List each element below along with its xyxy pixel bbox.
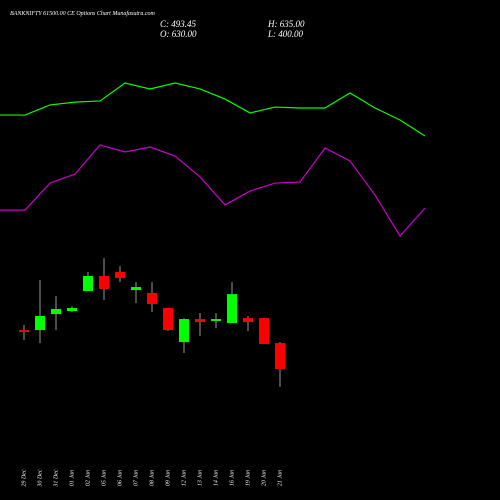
high-label: H: 635.00: [267, 19, 305, 29]
x-tick-label: 08 Jan: [149, 470, 155, 486]
candle-body: [163, 308, 173, 331]
x-tick-label: 02 Jan: [85, 470, 91, 486]
chart-title: BANKNIFTY 61500.00 CE Options Chart Muna…: [10, 10, 156, 17]
x-tick-label: 06 Jan: [117, 470, 123, 486]
close-label: C: 493.45: [160, 19, 197, 29]
indicator-line: [0, 82, 426, 137]
x-tick-label: 13 Jan: [197, 470, 203, 486]
candle-body: [131, 287, 141, 291]
x-tick-label: 01 Jan: [69, 470, 75, 486]
x-tick-label: 29 Dec: [21, 469, 27, 486]
x-tick-label: 05 Jan: [101, 470, 107, 486]
candle-body: [19, 330, 29, 332]
x-tick-label: 09 Jan: [165, 470, 171, 486]
indicator-line: [0, 144, 426, 238]
candle-body: [227, 294, 237, 324]
candle-body: [67, 308, 77, 312]
candle-body: [99, 276, 109, 289]
x-tick-label: 31 Dec: [53, 469, 59, 487]
candle-body: [243, 318, 253, 323]
x-tick-label: 14 Jan: [212, 470, 219, 486]
candle-body: [147, 292, 157, 304]
candle-body: [35, 316, 45, 331]
x-tick-label: 19 Jan: [245, 470, 251, 486]
candle-body: [275, 343, 285, 370]
candle-body: [259, 318, 269, 344]
candle-body: [115, 272, 125, 279]
candle-body: [179, 319, 189, 343]
candle-body: [195, 319, 205, 323]
open-label: O: 630.00: [160, 29, 197, 39]
low-label: L: 400.00: [267, 29, 304, 39]
x-tick-label: 21 Jan: [277, 470, 283, 486]
x-tick-label: 12 Jan: [181, 470, 187, 486]
x-tick-label: 07 Jan: [133, 470, 139, 486]
candle-body: [51, 308, 61, 315]
x-tick-label: 30 Dec: [37, 469, 43, 487]
candle-body: [211, 319, 221, 321]
x-tick-label: 20 Jan: [261, 470, 267, 486]
candle-body: [83, 276, 93, 292]
x-tick-label: 16 Jan: [229, 470, 235, 486]
